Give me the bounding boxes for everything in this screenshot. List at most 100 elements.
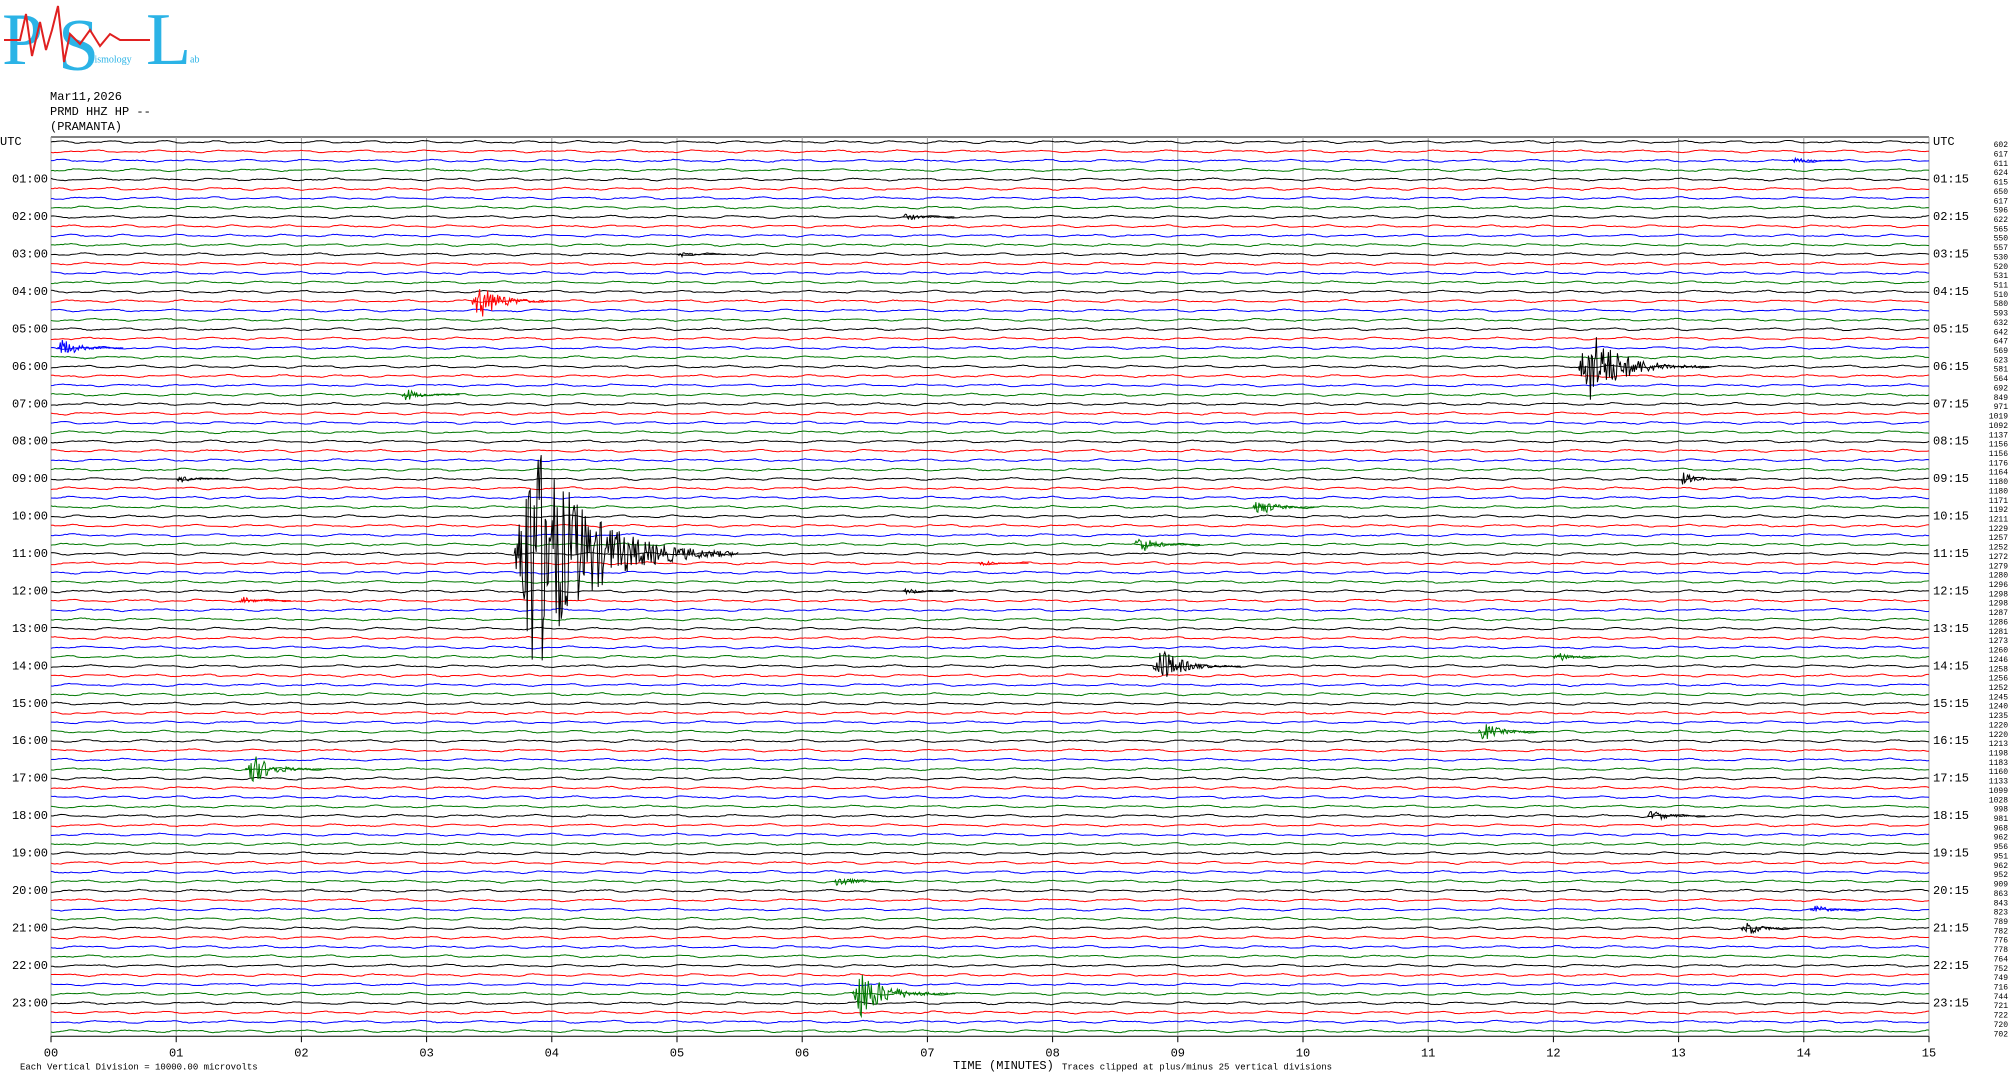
logo-wave xyxy=(4,5,150,63)
right-time-label: 14:15 xyxy=(1933,659,1969,673)
right-time-label: 16:15 xyxy=(1933,734,1969,748)
left-time-label: 13:00 xyxy=(12,622,48,636)
trace-level: 602 xyxy=(1994,141,2009,150)
seismic-event xyxy=(238,596,291,604)
trace xyxy=(50,364,1930,369)
trace-level: 1252 xyxy=(1989,684,2008,693)
trace xyxy=(50,1019,1930,1024)
trace-level: 632 xyxy=(1994,319,2009,328)
trace xyxy=(50,916,1930,921)
x-axis-label: TIME (MINUTES) xyxy=(953,1059,1054,1073)
trace xyxy=(50,327,1930,332)
trace-level: 716 xyxy=(1994,984,2009,993)
trace-level: 550 xyxy=(1994,235,2009,244)
right-time-label: 09:15 xyxy=(1933,472,1969,486)
trace-level: 520 xyxy=(1994,263,2009,272)
trace-level: 1229 xyxy=(1989,525,2008,534)
trace-level: 1220 xyxy=(1989,731,2008,740)
trace-level: 611 xyxy=(1994,160,2009,169)
trace-level: 1245 xyxy=(1989,693,2008,702)
trace-level: 581 xyxy=(1994,366,2009,375)
trace xyxy=(50,289,1930,294)
trace xyxy=(50,551,1930,556)
seismic-event xyxy=(1552,653,1609,662)
trace xyxy=(50,205,1930,210)
trace xyxy=(50,654,1930,659)
x-tick-label: 13 xyxy=(1671,1046,1685,1060)
right-time-label: UTC xyxy=(1933,135,1955,149)
trace-level: 1092 xyxy=(1989,422,2008,431)
trace-level: 1252 xyxy=(1989,544,2008,553)
trace-level: 1156 xyxy=(1989,450,2008,459)
seismic-event xyxy=(833,877,892,886)
right-time-label: 11:15 xyxy=(1933,547,1969,561)
trace xyxy=(50,261,1930,266)
trace xyxy=(50,280,1930,285)
trace-level: 956 xyxy=(1994,843,2009,852)
trace xyxy=(50,879,1930,884)
trace xyxy=(50,233,1930,238)
trace-level: 624 xyxy=(1994,169,2009,178)
trace-level: 778 xyxy=(1994,946,2009,955)
trace xyxy=(50,458,1930,463)
trace-level: 749 xyxy=(1994,974,2009,983)
seismic-event xyxy=(902,587,954,596)
trace-level: 752 xyxy=(1994,965,2009,974)
trace-level: 647 xyxy=(1994,338,2009,347)
x-tick-label: 10 xyxy=(1296,1046,1310,1060)
trace xyxy=(50,495,1930,500)
trace xyxy=(50,776,1930,781)
trace-level: 1183 xyxy=(1989,759,2008,768)
trace xyxy=(50,542,1930,547)
trace xyxy=(50,701,1930,706)
seismic-event xyxy=(1577,337,1712,400)
trace-level: 782 xyxy=(1994,927,2009,936)
trace-level: 776 xyxy=(1994,937,2009,946)
x-tick-label: 00 xyxy=(44,1046,58,1060)
seismic-event xyxy=(57,339,124,354)
trace xyxy=(50,242,1930,248)
trace-level: 823 xyxy=(1994,909,2009,918)
trace-level: 843 xyxy=(1994,899,2009,908)
trace-level: 1286 xyxy=(1989,618,2008,627)
trace xyxy=(50,645,1929,650)
x-tick-label: 01 xyxy=(169,1046,183,1060)
trace-level: 962 xyxy=(1994,834,2009,843)
trace xyxy=(50,158,1930,163)
seismic-event xyxy=(401,389,460,401)
right-time-label: 17:15 xyxy=(1933,772,1969,786)
left-time-label: 20:00 xyxy=(12,884,48,898)
trace-level: 1019 xyxy=(1989,413,2008,422)
trace-level: 1137 xyxy=(1989,431,2008,440)
trace-level: 1180 xyxy=(1989,487,2008,496)
trace-level: 1192 xyxy=(1989,506,2008,515)
right-time-label: 06:15 xyxy=(1933,360,1969,374)
trace xyxy=(50,411,1930,416)
logo-letter: S xyxy=(58,5,99,87)
x-tick-label: 05 xyxy=(670,1046,684,1060)
trace-level: 721 xyxy=(1994,1002,2009,1011)
x-tick-label: 07 xyxy=(920,1046,934,1060)
trace xyxy=(50,373,1930,379)
trace xyxy=(50,785,1930,790)
trace-level: 1211 xyxy=(1989,516,2008,525)
seismic-event xyxy=(1152,650,1241,677)
trace xyxy=(50,851,1930,856)
right-time-label: 04:15 xyxy=(1933,285,1969,299)
trace-level: 1260 xyxy=(1989,647,2008,656)
seismic-event xyxy=(676,252,727,259)
trace-level: 764 xyxy=(1994,955,2009,964)
trace xyxy=(50,214,1930,219)
trace xyxy=(50,401,1930,407)
trace xyxy=(50,898,1930,903)
trace-level: 1279 xyxy=(1989,562,2008,571)
trace-level: 1273 xyxy=(1989,637,2008,646)
right-time-label: 08:15 xyxy=(1933,435,1969,449)
logo: P S L eismology ab xyxy=(2,0,199,87)
trace-level: 962 xyxy=(1994,862,2009,871)
logo-letter: L xyxy=(146,0,191,81)
trace xyxy=(50,448,1930,453)
x-tick-label: 04 xyxy=(545,1046,559,1060)
trace xyxy=(50,935,1930,940)
trace xyxy=(50,439,1930,444)
